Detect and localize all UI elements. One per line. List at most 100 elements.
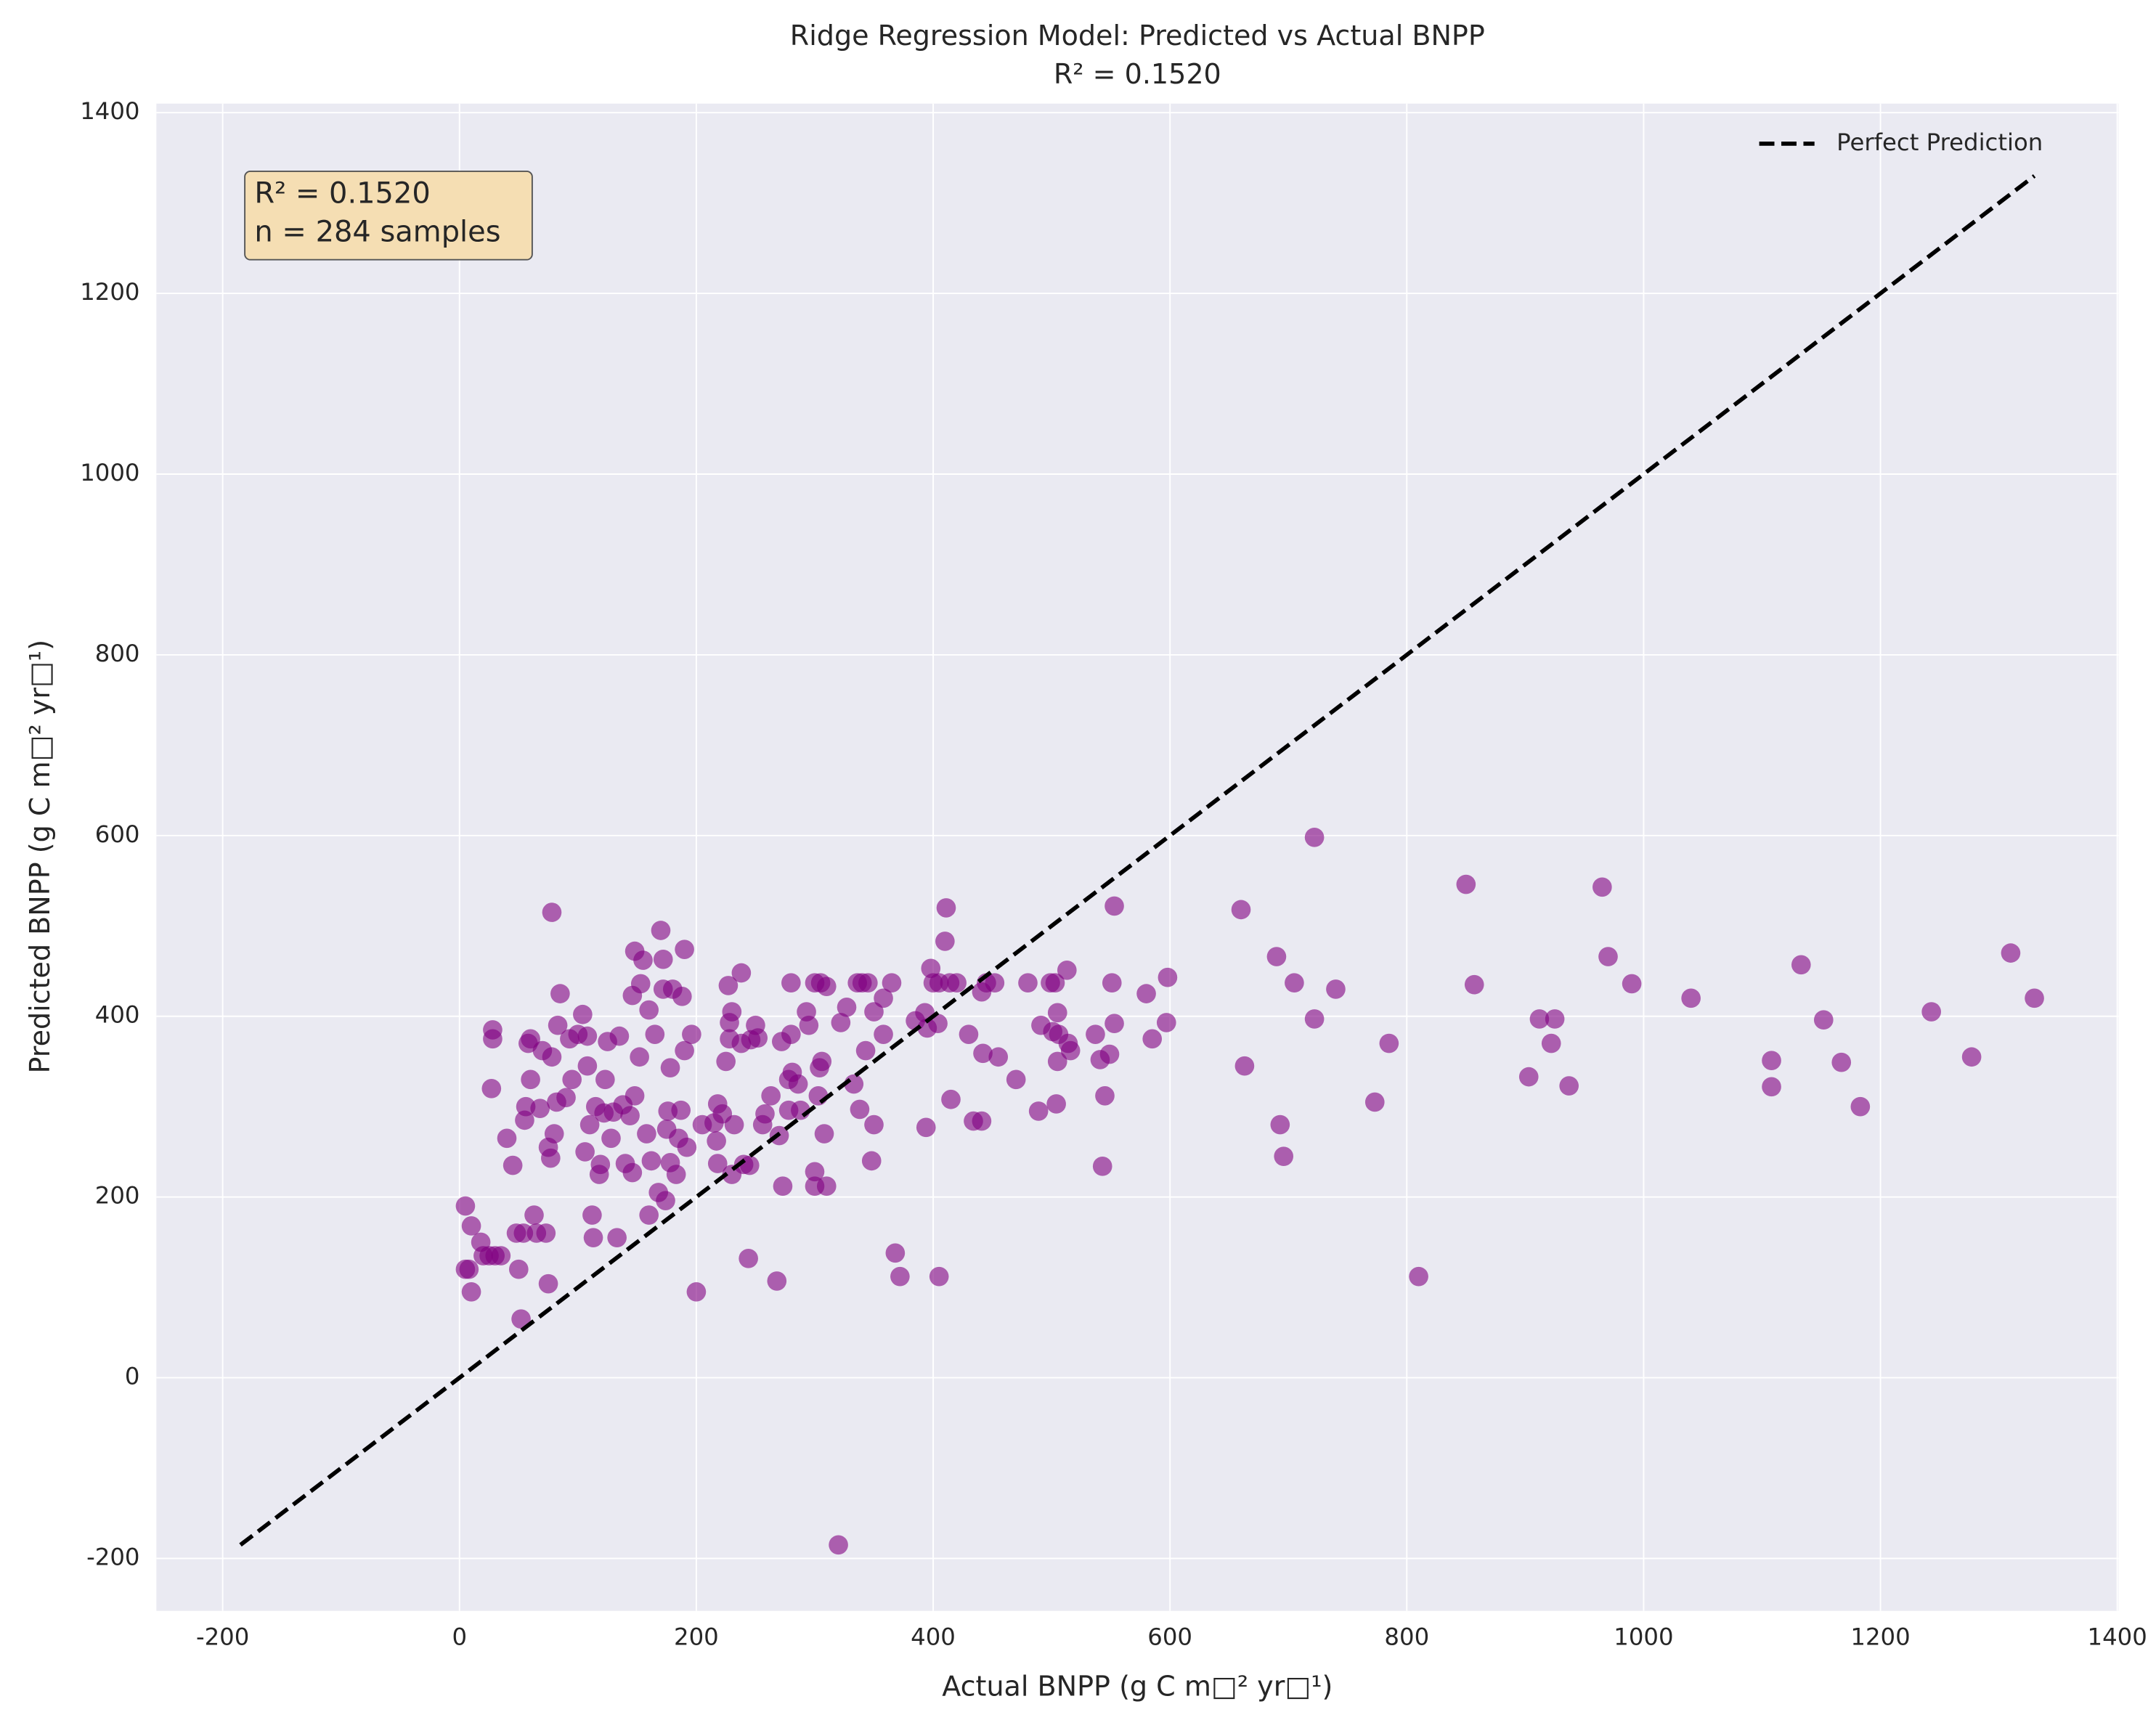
point xyxy=(1622,974,1642,994)
point xyxy=(1304,827,1325,847)
point xyxy=(731,963,752,983)
x-axis-label: Actual BNPP (g C m□² yr□¹) xyxy=(942,1671,1333,1703)
point xyxy=(1092,1157,1112,1176)
point xyxy=(625,941,645,961)
point xyxy=(1102,973,1122,993)
point xyxy=(810,1058,829,1078)
grid xyxy=(156,103,2119,1611)
point xyxy=(598,1032,617,1051)
point xyxy=(874,988,893,1008)
point xyxy=(1409,1266,1428,1287)
point xyxy=(1142,1029,1163,1049)
x-tick-label: 1400 xyxy=(2088,1623,2147,1651)
point xyxy=(1598,947,1618,966)
point xyxy=(1031,1015,1051,1035)
point xyxy=(524,1205,544,1225)
point xyxy=(1158,967,1178,987)
point xyxy=(538,1273,558,1294)
point xyxy=(788,1074,808,1094)
y-tick-label: 200 xyxy=(95,1182,140,1210)
point xyxy=(515,1110,534,1130)
point xyxy=(831,1013,851,1032)
point xyxy=(547,1092,566,1112)
point xyxy=(521,1069,540,1090)
point xyxy=(641,1151,662,1171)
point xyxy=(929,1266,949,1287)
point xyxy=(585,1096,606,1117)
point xyxy=(814,1124,834,1144)
point xyxy=(972,982,992,1002)
point xyxy=(573,1004,593,1024)
point xyxy=(829,1535,848,1555)
marks xyxy=(239,174,2044,1555)
point xyxy=(548,1015,568,1035)
point xyxy=(964,1111,983,1131)
point xyxy=(1545,1009,1565,1029)
point xyxy=(816,1176,837,1197)
point xyxy=(1136,984,1156,1003)
point xyxy=(651,921,671,940)
point xyxy=(692,1114,712,1135)
point xyxy=(660,1153,680,1173)
point xyxy=(923,973,943,993)
point xyxy=(837,997,857,1017)
point xyxy=(530,1099,550,1119)
y-tick-label: 1400 xyxy=(80,97,139,125)
point xyxy=(761,1085,781,1106)
point xyxy=(720,1029,739,1049)
point xyxy=(506,1223,526,1243)
point xyxy=(1326,979,1346,999)
point xyxy=(577,1056,598,1076)
point xyxy=(575,1142,595,1162)
point xyxy=(808,1085,829,1106)
point xyxy=(1464,974,1484,995)
point xyxy=(471,1232,491,1252)
x-tick-label: 800 xyxy=(1384,1623,1429,1651)
point xyxy=(1049,1024,1069,1044)
point xyxy=(508,1259,529,1279)
point xyxy=(739,1248,758,1268)
point xyxy=(864,1114,884,1135)
point xyxy=(1266,947,1287,966)
point xyxy=(1231,900,1251,920)
point xyxy=(518,1033,538,1053)
point xyxy=(1762,1051,1781,1071)
point xyxy=(707,1154,728,1173)
point xyxy=(1762,1077,1781,1097)
point xyxy=(1006,1069,1026,1090)
point xyxy=(532,1040,553,1061)
point xyxy=(707,1094,728,1114)
x-tick-label: 600 xyxy=(1147,1623,1192,1651)
point xyxy=(1028,1101,1049,1121)
legend: Perfect Prediction xyxy=(1759,129,2043,156)
point xyxy=(767,1271,787,1291)
point xyxy=(1060,1040,1081,1061)
point xyxy=(1850,1096,1871,1117)
annotation: R² = 0.1520 xyxy=(254,176,430,210)
point xyxy=(497,1128,517,1149)
point xyxy=(637,1124,656,1144)
point xyxy=(1047,1051,1067,1072)
point xyxy=(1456,874,1476,894)
point xyxy=(595,1069,615,1090)
y-axis-label: Predicted BNPP (g C m□² yr□¹) xyxy=(24,640,56,1074)
x-tick-label: -200 xyxy=(196,1623,249,1651)
annotation-box xyxy=(244,170,533,261)
x-tick-label: 200 xyxy=(674,1623,719,1651)
point xyxy=(481,1078,502,1099)
point xyxy=(773,1176,793,1197)
point xyxy=(639,1000,659,1020)
annotation: n = 284 samples xyxy=(254,216,500,249)
point xyxy=(583,1228,603,1247)
point xyxy=(890,1266,910,1287)
point xyxy=(658,1101,678,1121)
point xyxy=(707,1131,726,1151)
point xyxy=(752,1114,773,1135)
point xyxy=(630,1047,649,1067)
point xyxy=(455,1196,476,1216)
point xyxy=(675,1040,694,1061)
point xyxy=(781,973,801,993)
point xyxy=(921,958,941,979)
point xyxy=(686,1282,707,1302)
point xyxy=(2025,988,2044,1008)
